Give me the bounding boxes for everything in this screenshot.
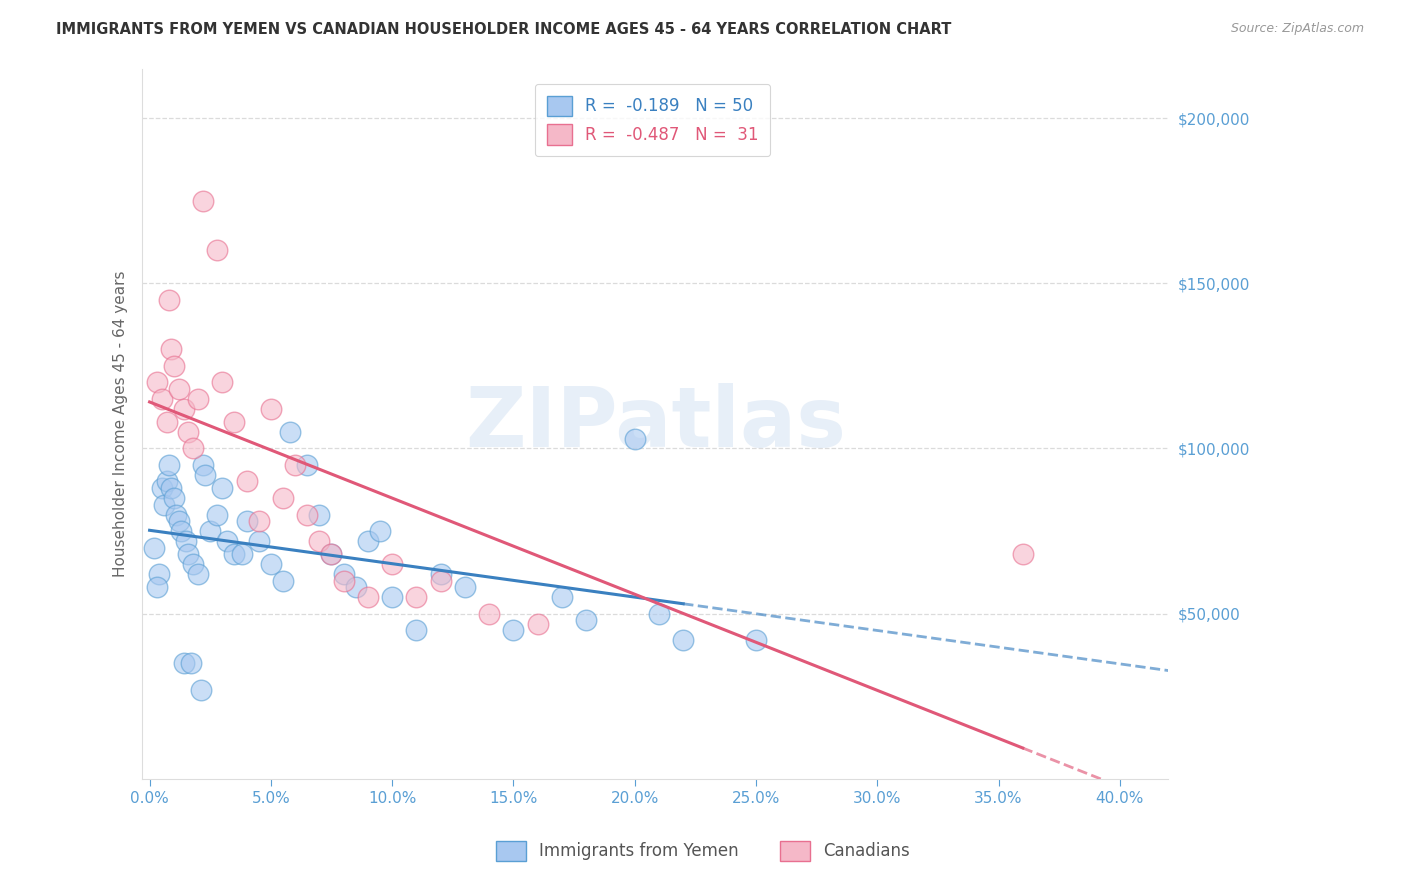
Point [180, 656, 202, 670]
Point [321, 547, 343, 561]
Point [174, 533, 197, 548]
Point [177, 547, 200, 561]
Point [231, 547, 253, 561]
Text: Source: ZipAtlas.com: Source: ZipAtlas.com [1230, 22, 1364, 36]
Point [551, 590, 574, 604]
Point [167, 382, 190, 396]
Point [235, 475, 257, 489]
Point [454, 580, 477, 594]
Point [207, 244, 229, 258]
Text: ZIPatlas: ZIPatlas [465, 384, 846, 464]
Point [284, 458, 307, 472]
Point [478, 607, 501, 621]
Point [357, 590, 380, 604]
Point [368, 524, 391, 538]
Legend: R =  -0.189   N = 50, R =  -0.487   N =  31: R = -0.189 N = 50, R = -0.487 N = 31 [534, 84, 770, 156]
Point [173, 656, 195, 670]
Point [381, 557, 404, 571]
Point [157, 458, 180, 472]
Point [143, 541, 166, 555]
Point [623, 432, 645, 446]
Point [344, 580, 367, 594]
Point [146, 376, 169, 390]
Point [672, 633, 695, 648]
Point [155, 415, 177, 429]
Point [211, 376, 233, 390]
Point [278, 425, 301, 439]
Point [181, 442, 204, 456]
Point [153, 498, 176, 512]
Point [194, 467, 217, 482]
Point [332, 566, 354, 581]
Point [308, 508, 330, 522]
Point [200, 524, 222, 538]
Point [271, 574, 294, 588]
Point [308, 533, 330, 548]
Point [429, 566, 451, 581]
Point [224, 415, 246, 429]
Point [160, 343, 183, 357]
Point [148, 566, 170, 581]
Text: IMMIGRANTS FROM YEMEN VS CANADIAN HOUSEHOLDER INCOME AGES 45 - 64 YEARS CORRELAT: IMMIGRANTS FROM YEMEN VS CANADIAN HOUSEH… [56, 22, 952, 37]
Point [170, 524, 193, 538]
Point [217, 533, 239, 548]
Point [150, 392, 173, 406]
Point [167, 514, 190, 528]
Point [191, 458, 214, 472]
Point [187, 566, 209, 581]
Point [405, 590, 427, 604]
Point [157, 293, 180, 307]
Point [163, 491, 186, 505]
Point [297, 458, 319, 472]
Point [163, 359, 186, 373]
Point [211, 481, 233, 495]
Point [321, 547, 343, 561]
Point [1011, 547, 1033, 561]
Point [177, 425, 200, 439]
Point [429, 574, 451, 588]
Point [247, 514, 270, 528]
Point [181, 557, 204, 571]
Point [146, 580, 169, 594]
Point [297, 508, 319, 522]
Point [260, 557, 283, 571]
Point [271, 491, 294, 505]
Point [260, 401, 283, 416]
Legend: Immigrants from Yemen, Canadians: Immigrants from Yemen, Canadians [489, 834, 917, 868]
Point [357, 533, 380, 548]
Point [191, 194, 214, 208]
Point [405, 623, 427, 637]
Point [247, 533, 270, 548]
Point [173, 401, 195, 416]
Point [207, 508, 229, 522]
Y-axis label: Householder Income Ages 45 - 64 years: Householder Income Ages 45 - 64 years [114, 270, 128, 577]
Point [648, 607, 671, 621]
Point [187, 392, 209, 406]
Point [224, 547, 246, 561]
Point [381, 590, 404, 604]
Point [190, 682, 212, 697]
Point [165, 508, 187, 522]
Point [526, 616, 548, 631]
Point [150, 481, 173, 495]
Point [332, 574, 354, 588]
Point [160, 481, 183, 495]
Point [502, 623, 524, 637]
Point [235, 514, 257, 528]
Point [155, 475, 177, 489]
Point [575, 613, 598, 627]
Point [745, 633, 768, 648]
